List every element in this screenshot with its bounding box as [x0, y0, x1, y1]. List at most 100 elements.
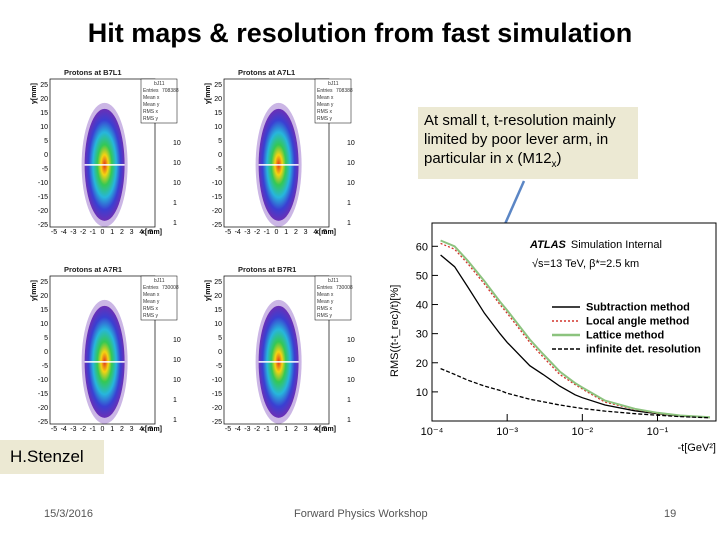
legend-label: Local angle method [586, 316, 689, 328]
legend-label: infinite det. resolution [586, 344, 701, 356]
stat-entries: 708388 [162, 88, 179, 94]
hitmap-x-tick: -1 [90, 229, 96, 236]
stat-name: bJ11 [154, 81, 165, 87]
hitmap-z-tick: 1 [173, 397, 177, 404]
stat-label: Mean x [317, 292, 334, 298]
y-tick-label: 10 [416, 387, 428, 399]
chart-title-bold: ATLAS [529, 239, 567, 251]
hitmap-z-tick: 10 [173, 180, 181, 187]
hitmap-z-tick: 10 [173, 357, 181, 364]
x-axis-label: -t[GeV²] [677, 442, 716, 454]
hitmap-y-tick: 25 [40, 279, 48, 286]
hitmap-y-tick: 15 [40, 307, 48, 314]
hitmap-y-tick: 15 [214, 307, 222, 314]
hitmap-x-tick: 4 [313, 229, 317, 236]
hitmap-x-tick: -4 [61, 229, 67, 236]
hitmap-x-tick: -3 [70, 426, 76, 433]
hitmap-y-tick: 10 [214, 124, 222, 131]
hitmap-x-tick: 1 [284, 426, 288, 433]
hitmap-x-tick: 3 [304, 229, 308, 236]
stat-label: Entries [143, 88, 159, 94]
hitmap-x-tick: -5 [51, 229, 57, 236]
hitmap-y-tick: -10 [212, 180, 222, 187]
hitmap-x-tick: 0 [275, 229, 279, 236]
legend-label: Subtraction method [586, 302, 690, 314]
legend-label: Lattice method [586, 330, 664, 342]
callout-subscript: x [551, 159, 557, 170]
hitmap-y-tick: 10 [40, 124, 48, 131]
chart-title-italic: Simulation Internal [571, 239, 662, 251]
hitmap-y-tick: -5 [42, 363, 48, 370]
hitmap-y-label: y[mm] [205, 83, 212, 104]
hitmap-z-tick: 1 [347, 397, 351, 404]
hitmap-y-tick: 5 [218, 335, 222, 342]
callout-close: ) [556, 150, 562, 167]
hitmap-y-tick: -20 [38, 208, 48, 215]
hitmap-x-tick: -3 [70, 229, 76, 236]
stat-name: bJ11 [328, 278, 339, 284]
hitmap-y-tick: -15 [212, 194, 222, 201]
series-line [440, 254, 711, 419]
hitmap-panel-a7l1: Protons at A7L1 bJ11 Entries Mean x Mean y RM… [202, 65, 372, 237]
stat-entries: 708388 [336, 88, 353, 94]
y-axis-label: RMS((t-t_rec)/t)[%] [389, 285, 401, 377]
stat-label: RMS y [317, 116, 333, 122]
hitmap-x-tick: 0 [101, 229, 105, 236]
hitmap-x-label: x[mm] [141, 426, 162, 433]
hitmap-x-tick: -3 [244, 229, 250, 236]
hitmap-y-tick: -20 [212, 208, 222, 215]
hitmap-y-tick: 20 [40, 96, 48, 103]
hitmap-z-tick: 1 [347, 417, 351, 424]
hitmap-z-tick: 1 [347, 200, 351, 207]
stat-label: Mean y [143, 102, 160, 108]
hitmap-y-tick: -25 [38, 222, 48, 229]
stat-label: Mean x [143, 95, 160, 101]
hitmap-x-tick: -5 [225, 426, 231, 433]
hitmap-x-tick: 5 [323, 426, 327, 433]
hitmap-z-tick: 1 [347, 220, 351, 227]
chart-title: ATLAS Simulation Internal [529, 239, 662, 251]
hitmap-x-label: x[mm] [315, 229, 336, 236]
y-tick-label: 50 [416, 270, 428, 282]
hitmap-panel-b7l1: Protons at B7L1 bJ11 Entries Mean x Mean y RM… [28, 65, 198, 237]
hitmap-z-tick: 1 [173, 220, 177, 227]
hitmap-y-tick: -20 [212, 405, 222, 412]
hitmap-x-tick: 5 [149, 229, 153, 236]
hitmap-title: Protons at A7L1 [238, 68, 295, 77]
callout-text: At small t, t-resolution mainly limited … [424, 112, 616, 167]
stat-name: bJ11 [328, 81, 339, 87]
hitmap-x-tick: -2 [80, 426, 86, 433]
hitmap-x-tick: 0 [275, 426, 279, 433]
series-line [440, 367, 711, 419]
hitmap-x-tick: -3 [244, 426, 250, 433]
hitmap-x-tick: 0 [101, 426, 105, 433]
hitmap-panel-a7r1: Protons at A7R1 bJ11 Entries Mean x Mean y RM… [28, 262, 198, 434]
stat-entries: 730008 [336, 285, 353, 291]
hitmap-z-tick: 10 [173, 140, 181, 147]
hitmap-y-tick: -5 [216, 363, 222, 370]
callout-box: At small t, t-resolution mainly limited … [418, 107, 638, 179]
hitmap-y-tick: -10 [38, 377, 48, 384]
hitmap-y-tick: 15 [214, 110, 222, 117]
stat-label: RMS y [317, 313, 333, 319]
stat-label: Entries [317, 88, 333, 94]
y-tick-label: 40 [416, 300, 428, 312]
hitmap-x-tick: 5 [149, 426, 153, 433]
hitmap-x-tick: -4 [61, 426, 67, 433]
hitmap-x-tick: 4 [139, 229, 143, 236]
hitmap-x-tick: 1 [284, 229, 288, 236]
hitmap-x-tick: 3 [130, 229, 134, 236]
hitmap-x-label: x[mm] [315, 426, 336, 433]
stat-label: Entries [317, 285, 333, 291]
hitmap-z-tick: 10 [173, 160, 181, 167]
hitmap-x-tick: 2 [120, 229, 124, 236]
footer-date: 15/3/2016 [44, 508, 93, 520]
hitmap-y-tick: -25 [212, 419, 222, 426]
x-tick-label: 10⁻³ [496, 426, 518, 438]
hitmap-y-tick: -25 [212, 222, 222, 229]
hitmap-x-tick: 4 [139, 426, 143, 433]
hitmap-x-tick: 4 [313, 426, 317, 433]
hitmap-z-tick: 10 [347, 140, 355, 147]
